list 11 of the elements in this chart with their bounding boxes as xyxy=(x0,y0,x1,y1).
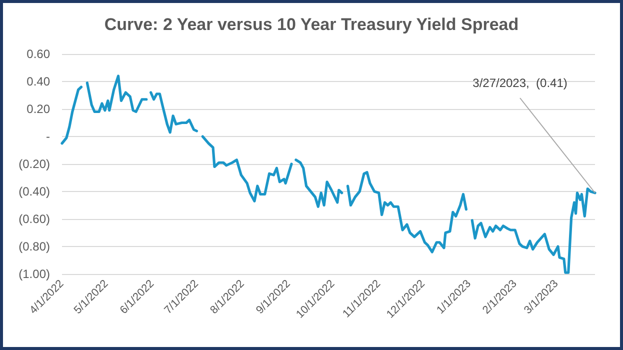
y-tick-label: 0.40 xyxy=(26,74,50,88)
y-tick-label: (0.60) xyxy=(18,212,50,226)
y-tick-label: (0.40) xyxy=(18,184,50,198)
chart-title: Curve: 2 Year versus 10 Year Treasury Yield Spread xyxy=(104,15,519,34)
annotation: 3/27/2023, (0.41) xyxy=(472,76,568,90)
y-tick-label: (0.80) xyxy=(18,240,50,254)
y-tick-label: (0.20) xyxy=(18,157,50,171)
y-tick-label: - xyxy=(46,130,50,144)
y-tick-label: 0.60 xyxy=(26,47,50,61)
y-tick-label: 0.20 xyxy=(26,102,50,116)
y-tick-label: (1.00) xyxy=(18,267,50,281)
